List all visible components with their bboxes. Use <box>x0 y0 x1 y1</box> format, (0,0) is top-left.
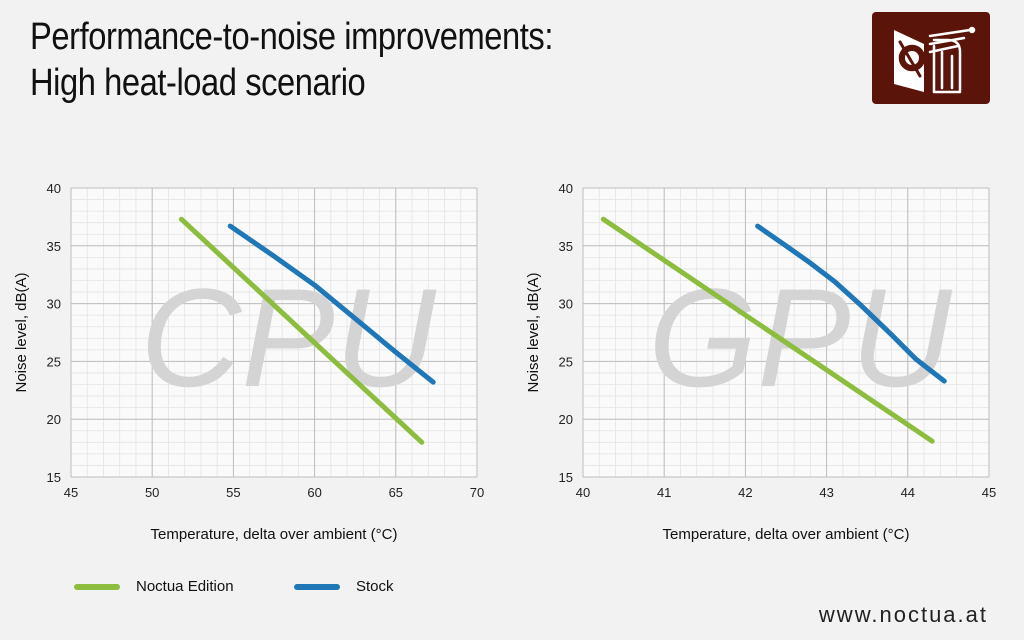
x-tick-label: 41 <box>657 485 671 500</box>
x-tick-label: 60 <box>307 485 321 500</box>
x-tick-label: 45 <box>64 485 78 500</box>
x-tick-label: 50 <box>145 485 159 500</box>
y-tick-label: 35 <box>47 239 61 254</box>
series-line-stock <box>227 223 436 385</box>
y-tick-label: 30 <box>47 297 61 312</box>
legend-item-noctua-edition: Noctua Edition <box>74 578 234 595</box>
chart-svg: CPU 45 50 55 60 65 70 15 20 25 30 35 40 Temperature, … <box>13 181 484 543</box>
gpu-chart: GPU 40 41 42 43 44 45 15 20 25 30 35 40 Temperature, … <box>512 176 1012 556</box>
x-tick-label: 65 <box>389 485 403 500</box>
y-tick-label: 40 <box>47 181 61 196</box>
plot-area <box>583 188 989 477</box>
y-tick-label: 15 <box>47 470 61 485</box>
legend-swatch-noctua-edition <box>74 583 120 590</box>
y-tick-label: 25 <box>559 354 573 369</box>
y-axis-label: Noise level, dB(A) <box>13 272 30 392</box>
x-tick-label: 44 <box>901 485 915 500</box>
noctua-logo <box>872 12 990 104</box>
x-tick-label: 55 <box>226 485 240 500</box>
series-line-noctua-edition <box>178 216 425 445</box>
cpu-chart: CPU 45 50 55 60 65 70 15 20 25 30 35 40 Temperature, … <box>0 176 500 556</box>
x-axis-label: Temperature, delta over ambient (°C) <box>663 526 910 543</box>
y-tick-label: 20 <box>559 412 573 427</box>
legend-label-stock: Stock <box>356 578 394 595</box>
legend-swatch-stock <box>294 583 340 590</box>
x-tick-label: 45 <box>982 485 996 500</box>
x-tick-label: 40 <box>576 485 590 500</box>
series-line-stock <box>755 223 947 384</box>
y-tick-label: 20 <box>47 412 61 427</box>
y-tick-label: 35 <box>559 239 573 254</box>
y-tick-label: 30 <box>559 297 573 312</box>
title-line-1: Performance-to-noise improvements: <box>30 16 554 58</box>
page-title: Performance-to-noise improvements: High … <box>30 14 553 106</box>
x-axis-label: Temperature, delta over ambient (°C) <box>151 526 398 543</box>
x-tick-label: 42 <box>738 485 752 500</box>
series-line-noctua-edition <box>600 216 935 444</box>
y-tick-label: 25 <box>47 354 61 369</box>
y-tick-label: 15 <box>559 470 573 485</box>
title-line-2: High heat-load scenario <box>30 62 366 104</box>
legend-label-noctua-edition: Noctua Edition <box>136 578 234 595</box>
website-url: www.noctua.at <box>818 602 988 627</box>
legend: Noctua Edition Stock <box>0 578 1024 602</box>
y-axis-label: Noise level, dB(A) <box>525 272 542 392</box>
owl-logo-icon <box>894 26 976 94</box>
x-tick-label: 43 <box>819 485 833 500</box>
legend-item-stock: Stock <box>294 578 394 595</box>
y-tick-label: 40 <box>559 181 573 196</box>
x-tick-label: 70 <box>470 485 484 500</box>
chart-watermark: CPU <box>140 259 436 416</box>
